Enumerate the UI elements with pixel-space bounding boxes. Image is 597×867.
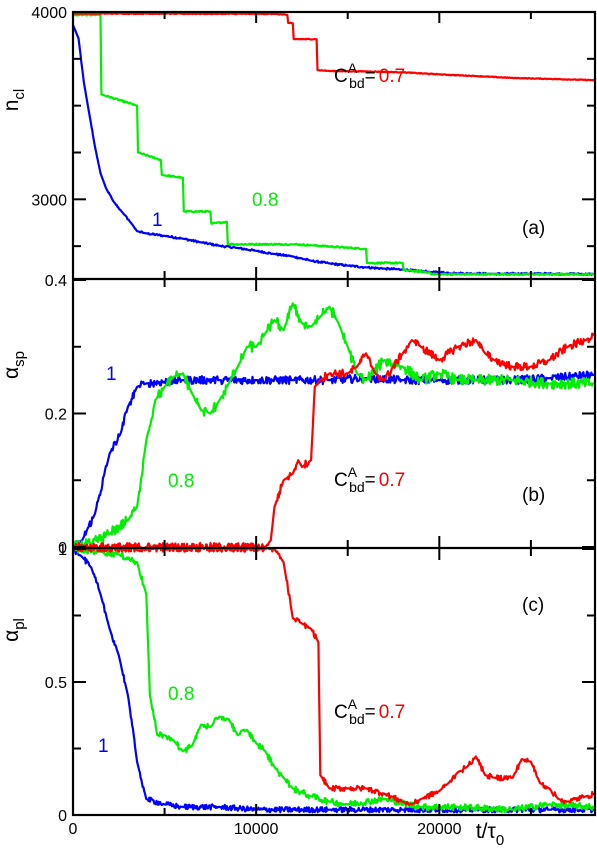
y-tick-label: 0 [58, 808, 67, 825]
panels: 3000 4000 ncl 1 0.8 CA bd= 0.7 (a) 0 0.2 0.4 αsp 1 0.8… [0, 5, 595, 849]
series-label-1: 1 [152, 210, 163, 231]
panel-2: 0 0.2 0.4 αsp 1 0.8 CA bd= 0.7 (b) [0, 273, 595, 557]
series-1-line [73, 24, 595, 277]
series-label-0.8: 0.8 [252, 190, 278, 211]
series-0.7-line [73, 549, 595, 806]
series-label-1: 1 [106, 364, 117, 385]
y-tick-label: 4000 [31, 5, 67, 22]
y-axis-label: αpl [0, 618, 28, 642]
series-0.8-line [73, 302, 595, 547]
x-tick-label: 10000 [234, 821, 279, 838]
y-axis-label: ncl [0, 89, 28, 112]
y-tick-label: 0 [58, 540, 67, 557]
series-0.7-line [73, 12, 595, 82]
series-label-0.8: 0.8 [168, 471, 194, 492]
y-tick-label: 0.4 [45, 273, 67, 290]
annotation-cbd: CA bd= 0.7 [334, 696, 405, 727]
y-tick-label: 3000 [31, 192, 67, 209]
y-tick-label: 0.2 [45, 407, 67, 424]
panel-1: 3000 4000 ncl 1 0.8 CA bd= 0.7 (a) [0, 5, 595, 278]
plot-frame [71, 10, 597, 817]
panel-label: (c) [522, 595, 544, 616]
y-axis-label: αsp [0, 351, 28, 379]
panel-label: (b) [522, 485, 545, 506]
x-tick-label: 0 [69, 821, 78, 838]
y-tick-label: 0.5 [45, 675, 67, 692]
series-0.8-line [73, 13, 595, 277]
panel-label: (a) [522, 218, 545, 239]
series-1-line [73, 549, 595, 814]
series-label-0.8: 0.8 [168, 684, 194, 705]
x-tick-label: 20000 [417, 821, 462, 838]
series-0.8-line [73, 549, 595, 814]
series-0.7-line [73, 332, 595, 547]
series-1-line [73, 370, 595, 547]
series-label-1: 1 [98, 736, 109, 757]
annotation-cbd: CA bd= 0.7 [334, 464, 405, 495]
y-tick-label: 1 [58, 542, 67, 559]
x-axis-label: t/τ0 [476, 820, 504, 849]
annotation-cbd: CA bd= 0.7 [334, 60, 405, 91]
